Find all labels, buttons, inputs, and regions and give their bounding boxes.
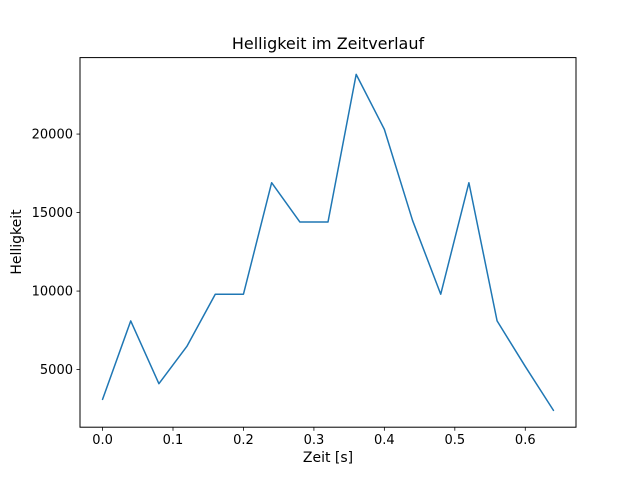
data-line (101, 73, 555, 412)
x-tick-label: 0.5 (444, 433, 465, 448)
x-axis-label: Zeit [s] (302, 450, 354, 466)
y-tick-label: 10000 (32, 285, 73, 300)
x-tick-label: 0.2 (233, 433, 254, 448)
x-tick-label: 0.3 (304, 433, 325, 448)
x-tick-label: 0.6 (515, 433, 536, 448)
x-tick-label: 0.4 (374, 433, 395, 448)
y-tick-label: 5000 (40, 363, 73, 378)
y-axis-label: Helligkeit (9, 209, 25, 275)
x-tick-label: 0.1 (163, 433, 184, 448)
plot-border (79, 57, 577, 428)
x-tick-label: 0.0 (92, 433, 113, 448)
y-tick-label: 20000 (32, 128, 73, 143)
chart-title: Helligkeit im Zeitverlauf (231, 34, 425, 53)
y-tick-label: 15000 (32, 206, 73, 221)
